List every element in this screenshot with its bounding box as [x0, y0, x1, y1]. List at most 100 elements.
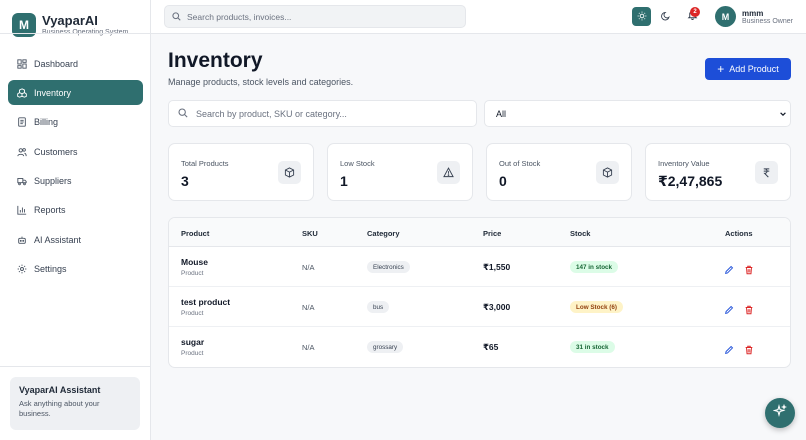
table-row[interactable]: test product Product N/A bus ₹3,000 Low … — [169, 287, 790, 327]
search-icon — [172, 8, 181, 26]
sidebar-item-dashboard[interactable]: Dashboard — [8, 51, 143, 76]
ai-assistant-fab[interactable] — [765, 398, 795, 428]
product-sku: N/A — [302, 263, 315, 272]
sidebar-item-label: Inventory — [34, 87, 72, 98]
truck-icon — [17, 176, 27, 186]
rupee-icon — [755, 161, 778, 184]
gear-icon — [17, 264, 27, 274]
user-name: mmm — [742, 9, 764, 18]
divider — [0, 366, 151, 367]
category-badge: bus — [367, 301, 390, 313]
delete-trash-icon[interactable] — [744, 302, 754, 315]
column-header: Product — [181, 229, 210, 238]
stock-badge: 31 in stock — [570, 341, 615, 353]
user-role: Business Owner — [742, 18, 793, 25]
edit-pencil-icon[interactable] — [724, 262, 734, 274]
add-product-button[interactable]: + Add Product — [705, 58, 791, 80]
product-price: ₹3,000 — [483, 302, 511, 312]
sidebar-item-label: Billing — [34, 117, 59, 128]
stat-card-low-stock: Low Stock 1 — [327, 143, 473, 201]
stat-value: ₹2,47,865 — [658, 173, 723, 189]
table-row[interactable]: Mouse Product N/A Electronics ₹1,550 147… — [169, 247, 790, 287]
column-header: Actions — [725, 229, 753, 238]
avatar[interactable]: M — [715, 6, 736, 27]
category-filter-select[interactable]: All — [484, 100, 791, 127]
page-subtitle: Manage products, stock levels and catego… — [168, 77, 354, 87]
product-name: sugar — [181, 337, 205, 347]
stat-card-total-products: Total Products 3 — [168, 143, 314, 201]
sidebar-item-label: Suppliers — [34, 176, 72, 187]
receipt-icon — [17, 117, 27, 127]
assistant-card[interactable]: VyaparAI Assistant Ask anything about yo… — [10, 377, 140, 430]
sidebar-nav: Dashboard Inventory Billing Customers Su… — [8, 51, 143, 286]
bar-chart-icon — [17, 205, 27, 216]
column-header: Category — [367, 229, 400, 238]
stat-value: 1 — [340, 173, 348, 189]
sidebar-item-label: Customers — [34, 146, 78, 157]
stock-badge: Low Stock (6) — [570, 301, 623, 313]
product-search-input[interactable] — [196, 108, 466, 119]
delete-trash-icon[interactable] — [744, 262, 754, 275]
sidebar: M VyaparAI Business Operating System Das… — [0, 0, 151, 440]
column-header: Stock — [570, 229, 591, 238]
boxes-icon — [17, 88, 27, 98]
stock-badge: 147 in stock — [570, 261, 619, 273]
sidebar-item-reports[interactable]: Reports — [8, 198, 143, 223]
product-type: Product — [181, 270, 204, 277]
stat-label: Total Products — [181, 159, 229, 168]
category-badge: grossary — [367, 341, 404, 353]
divider — [0, 33, 151, 34]
assistant-card-title: VyaparAI Assistant — [19, 385, 101, 395]
category-badge: Electronics — [367, 261, 410, 273]
users-icon — [17, 147, 27, 157]
product-search[interactable] — [168, 100, 477, 127]
edit-pencil-icon[interactable] — [724, 302, 734, 314]
stat-label: Inventory Value — [658, 159, 710, 168]
product-price: ₹65 — [483, 342, 499, 352]
notification-badge: 2 — [690, 7, 700, 17]
product-sku: N/A — [302, 343, 315, 352]
stat-label: Low Stock — [340, 159, 375, 168]
assistant-card-description: Ask anything about your business. — [19, 399, 100, 418]
column-header: Price — [483, 229, 502, 238]
edit-pencil-icon[interactable] — [724, 342, 734, 354]
plus-icon: + — [717, 62, 725, 76]
global-search[interactable] — [164, 5, 466, 28]
delete-trash-icon[interactable] — [744, 342, 754, 355]
sidebar-item-suppliers[interactable]: Suppliers — [8, 169, 143, 194]
warning-triangle-icon — [437, 161, 460, 184]
sidebar-item-inventory[interactable]: Inventory — [8, 80, 143, 106]
product-sku: N/A — [302, 303, 315, 312]
brand-name: VyaparAI — [42, 12, 98, 28]
sidebar-item-customers[interactable]: Customers — [8, 139, 143, 164]
sidebar-item-billing[interactable]: Billing — [8, 110, 143, 135]
search-icon — [178, 105, 188, 123]
global-search-input[interactable] — [187, 11, 447, 22]
brand[interactable]: M VyaparAI Business Operating System — [0, 0, 150, 37]
stat-card-inventory-value: Inventory Value ₹2,47,865 — [645, 143, 791, 201]
package-icon — [278, 161, 301, 184]
add-product-label: Add Product — [729, 64, 779, 74]
stat-label: Out of Stock — [499, 159, 541, 168]
sidebar-item-label: AI Assistant — [34, 234, 82, 245]
bot-icon — [17, 235, 27, 245]
light-theme-button[interactable] — [632, 7, 651, 26]
product-price: ₹1,550 — [483, 262, 511, 272]
main-content: Inventory Manage products, stock levels … — [151, 34, 806, 440]
table-header: Product SKU Category Price Stock Actions — [169, 218, 790, 247]
sun-icon — [637, 8, 647, 26]
sidebar-item-label: Settings — [34, 264, 67, 275]
sidebar-item-label: Dashboard — [34, 58, 79, 69]
sidebar-item-settings[interactable]: Settings — [8, 257, 143, 282]
category-filter-value: All — [496, 108, 507, 119]
dark-theme-button[interactable] — [656, 7, 675, 26]
product-name: test product — [181, 297, 231, 307]
inventory-table: Product SKU Category Price Stock Actions… — [168, 217, 791, 368]
chevron-down-icon — [779, 110, 787, 120]
top-header: 2 M mmm Business Owner — [151, 0, 806, 34]
table-row[interactable]: sugar Product N/A grossary ₹65 31 in sto… — [169, 327, 790, 367]
stat-card-out-of-stock: Out of Stock 0 — [486, 143, 632, 201]
package-icon — [596, 161, 619, 184]
product-name: Mouse — [181, 257, 208, 267]
sidebar-item-ai-assistant[interactable]: AI Assistant — [8, 227, 143, 252]
